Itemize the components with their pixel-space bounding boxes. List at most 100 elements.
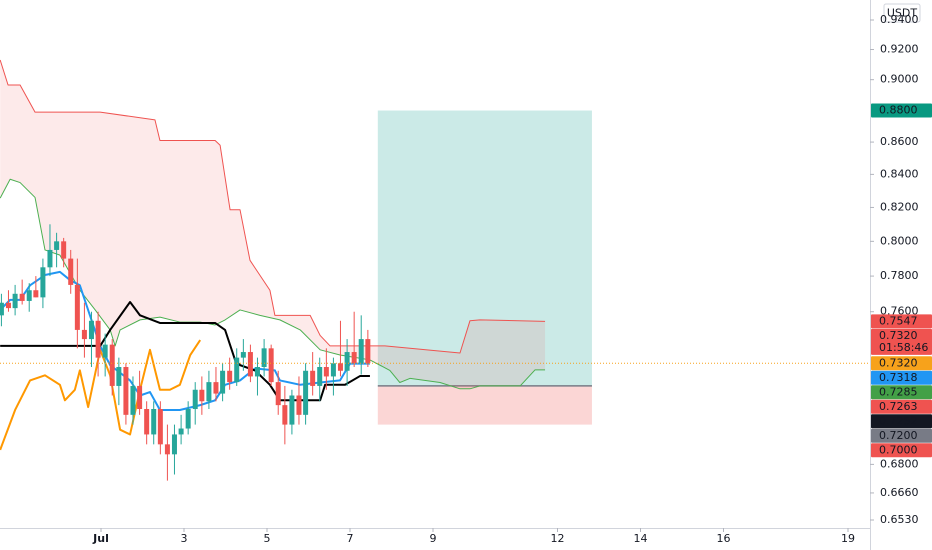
y-tick-label: 0.8200 (880, 200, 919, 213)
price-label: 0.7000 (879, 443, 918, 456)
candle-body (171, 434, 177, 455)
x-tick-label: 7 (347, 532, 354, 545)
candle-body (275, 382, 281, 406)
candle-body (40, 267, 46, 298)
candle-body (26, 290, 32, 301)
x-tick-label: 12 (551, 532, 565, 545)
price-label: 0.7318 (879, 371, 918, 384)
candle-body (185, 409, 191, 429)
candle-body (47, 249, 53, 268)
candle-body (303, 370, 309, 415)
x-tick-label: 19 (841, 532, 855, 545)
cloud (0, 60, 546, 389)
candle-body (157, 409, 163, 445)
y-tick-label: 0.6660 (880, 486, 919, 499)
price-label-box (871, 428, 932, 443)
y-tick-label: 0.7800 (880, 269, 919, 282)
candle-body (116, 367, 122, 386)
candle-body (95, 320, 101, 358)
candle-body (254, 367, 260, 377)
candle-body (130, 385, 136, 415)
candle-body (12, 293, 18, 309)
candle-body (33, 290, 39, 298)
candle-body (351, 352, 357, 364)
y-tick-label: 0.6530 (880, 513, 919, 526)
price-axis: 0.9400 0.9200 0.9000 0.8600 0.8400 0.8200 0.80… (870, 13, 932, 526)
currency-label: USDT (887, 7, 918, 20)
candle-body (234, 357, 240, 383)
position-profit (377, 110, 592, 386)
candle-body (88, 320, 94, 340)
candle-body (109, 344, 115, 386)
y-tick-label: 0.9400 (880, 13, 919, 26)
candle-body (81, 329, 87, 340)
price-label-box (871, 314, 932, 329)
candle-body (323, 367, 329, 377)
price-label: 0.8800 (879, 104, 918, 117)
candle-body (61, 241, 67, 259)
candle-body (213, 382, 219, 394)
y-tick-label: 0.9000 (880, 73, 919, 86)
price-label-box (871, 328, 932, 355)
price-label: 0.7320 (879, 329, 918, 342)
candle-body (365, 339, 371, 364)
price-label-box (871, 103, 932, 118)
x-tick-label: 9 (430, 532, 437, 545)
candle-body (289, 395, 295, 425)
price-label-box (871, 385, 932, 400)
x-tick-label: 3 (181, 532, 188, 545)
candle-body (261, 348, 267, 368)
price-label-box (871, 399, 932, 414)
candle-body (199, 389, 205, 402)
candle-body (178, 428, 184, 435)
candle-body (68, 258, 74, 285)
candle-body (0, 302, 4, 316)
candle-body (268, 348, 274, 383)
indicator-line (0, 59, 546, 354)
candle-body (192, 389, 198, 410)
y-tick-label: 0.6800 (880, 457, 919, 470)
price-label: 0.7320 (879, 356, 918, 369)
currency-box (883, 3, 921, 23)
plot-area (0, 59, 870, 481)
price-label: 0.7200 (879, 429, 918, 442)
price-label: 0.7547 (879, 314, 918, 327)
candle-body (240, 352, 246, 358)
x-tick-label: Jul (92, 532, 109, 545)
candle-body (206, 382, 212, 402)
x-tick-label: 5 (264, 532, 271, 545)
candle-body (296, 395, 302, 415)
price-label-box (871, 356, 932, 371)
countdown: 01:58:46 (879, 341, 928, 354)
y-tick-label: 0.8000 (880, 234, 919, 247)
price-label-box (871, 414, 932, 429)
candle-body (220, 370, 226, 394)
candle-body (337, 363, 343, 371)
candle-body (5, 302, 11, 309)
candle-body (164, 444, 170, 455)
candle-body (54, 241, 60, 250)
price-label-box (871, 443, 932, 458)
candle-body (74, 284, 80, 330)
candle-body (330, 363, 336, 377)
candle-body (19, 293, 25, 301)
candle-body (310, 370, 316, 386)
position-loss (377, 385, 592, 425)
candle-body (144, 409, 150, 435)
price-label: 0.7285 (879, 385, 918, 398)
candle-body (123, 367, 129, 415)
candle-body (137, 385, 143, 410)
candle-body (358, 339, 364, 364)
price-label: 0.7252 (879, 414, 918, 427)
candle-body (247, 352, 253, 377)
price-label: 0.7263 (879, 400, 918, 413)
x-tick-label: 16 (717, 532, 731, 545)
y-tick-label: 0.8600 (880, 135, 919, 148)
candle-body (151, 409, 157, 435)
y-tick-label: 0.8400 (880, 167, 919, 180)
candle-body (102, 344, 108, 358)
candle-body (282, 405, 288, 425)
price-label-box (871, 370, 932, 385)
